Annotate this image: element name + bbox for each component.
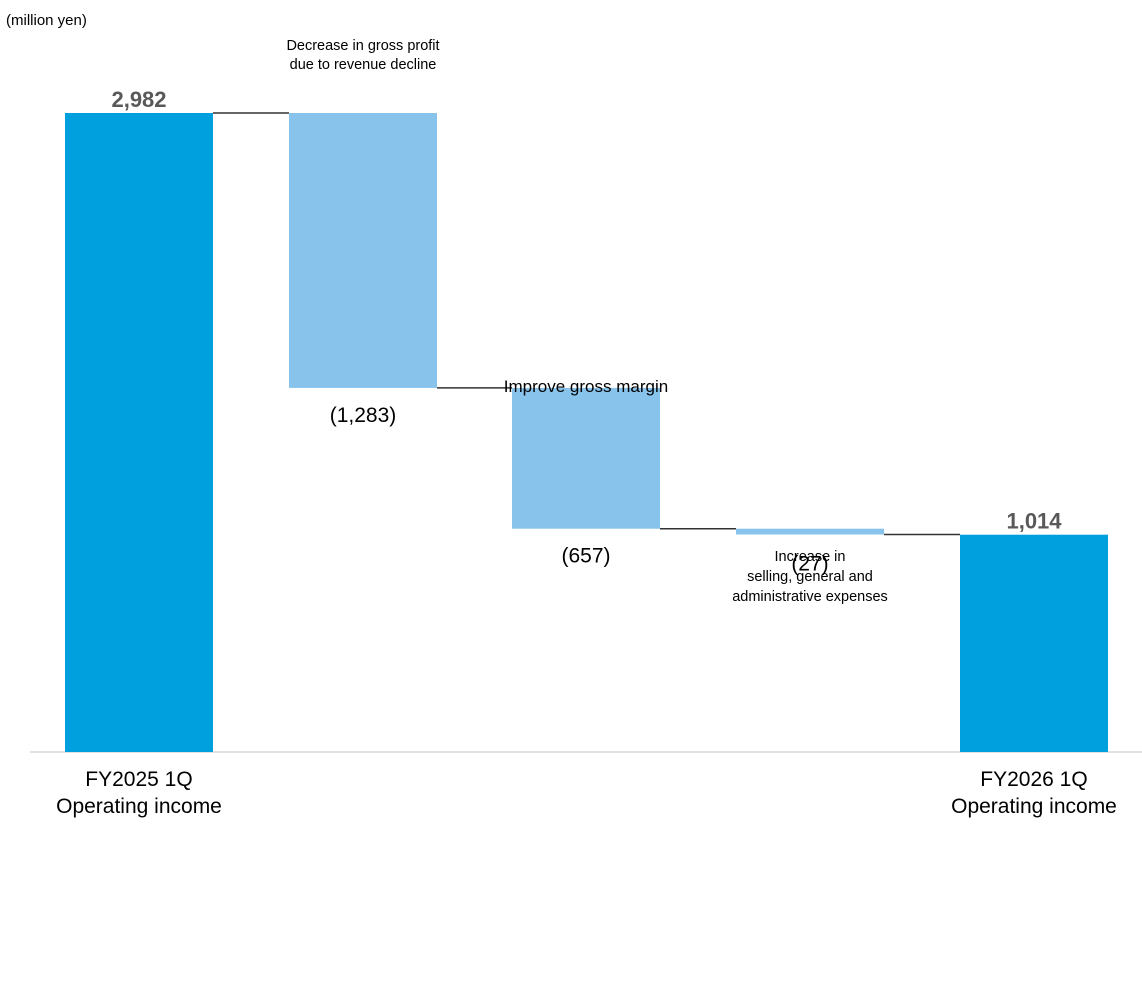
category-label-0: FY2025 1Q Operating income [56,768,222,818]
unit-label: (million yen) [6,12,87,29]
value-labels-group: 2,982 (1,283) (657) (27) 1,014 [111,87,1062,576]
bars-group [65,113,1108,752]
category-label-line: selling, general and [747,569,873,585]
category-label-line: Increase in [775,549,846,565]
category-label-2: Improve gross margin [504,377,668,396]
delta-value-label-1: (1,283) [330,404,397,427]
delta-bar-3 [736,528,884,535]
category-label-line: Decrease in gross profit [286,38,439,54]
delta-value-label-3: (27) [791,553,828,576]
delta-bar-2 [512,387,660,529]
category-label-line: administrative expenses [732,589,888,605]
category-label-1: Decrease in gross profit due to revenue d… [286,38,439,73]
total-value-label-0: 2,982 [111,87,166,112]
total-bar-4 [960,534,1108,752]
total-value-label-4: 1,014 [1006,509,1062,534]
category-label-line: FY2025 1Q [85,768,192,791]
total-bar-0 [65,113,213,752]
connectors-group [213,112,960,536]
category-label-4: FY2026 1Q Operating income [951,768,1117,818]
delta-bar-1 [289,113,437,388]
category-label-line: Improve gross margin [504,377,668,396]
category-label-3: Increase in selling, general and administr… [732,549,888,605]
category-label-line: FY2026 1Q [980,768,1087,791]
category-label-line: due to revenue decline [290,57,437,73]
delta-value-label-2: (657) [561,545,610,568]
category-label-line: Operating income [56,795,222,818]
category-labels-group: FY2025 1Q Operating income Decrease in gro… [56,38,1117,818]
category-label-line: Operating income [951,795,1117,818]
